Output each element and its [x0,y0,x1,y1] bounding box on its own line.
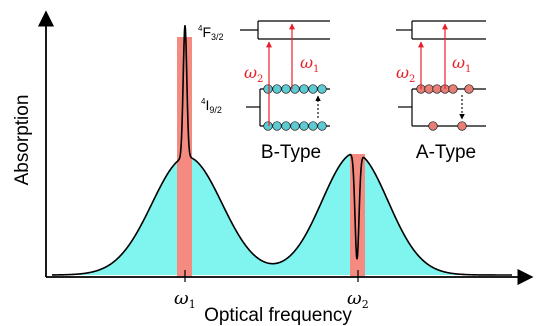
a-atom-top [424,84,434,94]
omega1-highlight-band [177,37,192,276]
b-atom-bottom [290,121,300,131]
a-omega2-label: ω2 [396,63,415,85]
a-type-label: A-Type [416,142,476,163]
a-atom-top [432,84,442,94]
b-atom-bottom [317,121,327,131]
b-atom-top [263,84,273,94]
omega1-tick-label: ω1 [174,288,196,311]
b-type-atoms-bottom-row [263,121,327,131]
a-atom-top [448,84,458,94]
b-omega2-label: ω2 [244,63,263,85]
b-atom-bottom [263,121,273,131]
x-axis-label: Optical frequency [204,305,352,326]
b-type-label: B-Type [261,142,321,163]
b-atom-bottom [281,121,291,131]
b-atom-top [290,84,300,94]
a-atom-bottom [428,121,438,131]
b-atom-top [317,84,327,94]
b-atom-bottom [308,121,318,131]
absorption-curve [52,25,512,276]
b-atom-top [308,84,318,94]
a-atom-top [464,84,474,94]
b-atom-top [272,84,282,94]
b-type-inset: 4F3/2 4I9/2 ω2 ω1 B-Type [198,20,330,163]
b-atom-top [299,84,309,94]
lower-level-label: 4I9/2 [201,97,222,115]
omega2-tick-label: ω2 [347,288,369,311]
upper-level-label: 4F3/2 [198,24,224,42]
b-atom-top [281,84,291,94]
a-type-atoms-bottom-row [428,121,467,131]
a-omega1-label: ω1 [452,53,471,75]
absorption-area [52,25,512,275]
b-atom-bottom [299,121,309,131]
b-type-atoms-top-row [263,84,327,94]
y-axis-label: Absorption [12,95,33,186]
b-omega1-label: ω1 [300,53,319,75]
a-atom-bottom [457,121,467,131]
b-atom-bottom [272,121,282,131]
a-type-inset: ω2 ω1 A-Type [396,20,486,163]
